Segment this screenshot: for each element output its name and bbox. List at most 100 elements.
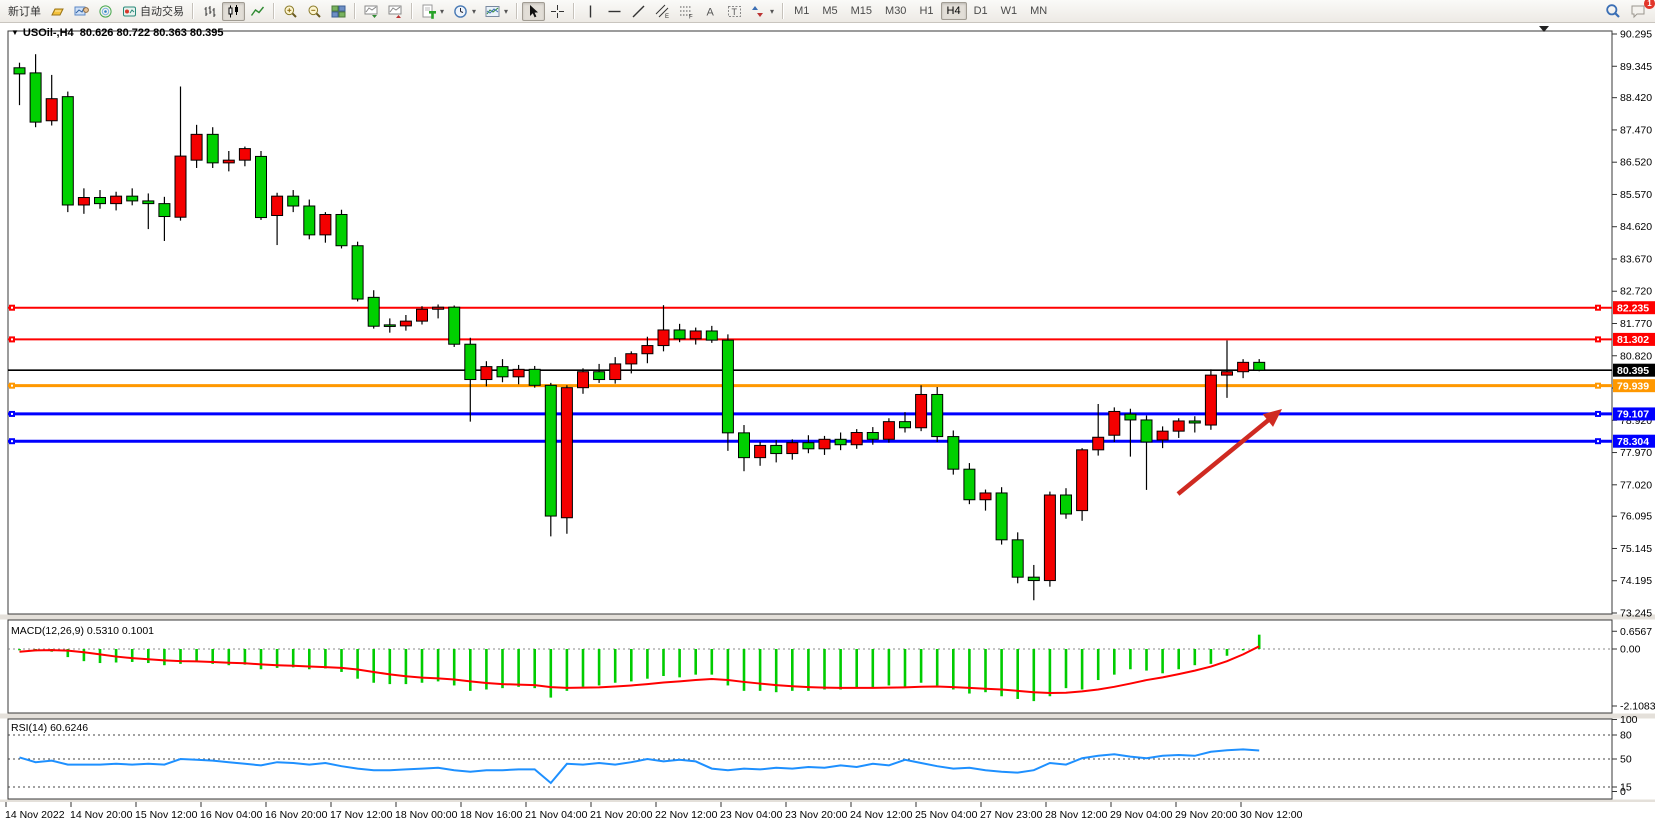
timeframe-M15[interactable]: M15: [850, 5, 873, 17]
svg-text:0.6567: 0.6567: [1620, 626, 1652, 638]
timeframe-H1[interactable]: H1: [919, 5, 934, 17]
svg-text:83.670: 83.670: [1620, 253, 1652, 265]
search-button[interactable]: [1601, 1, 1625, 21]
fibonacci-button[interactable]: F: [675, 2, 698, 21]
equidistant-channel-icon: E: [655, 4, 669, 19]
crosshair-button[interactable]: [546, 2, 569, 21]
tile-windows-icon: [331, 5, 346, 17]
vertical-line-button[interactable]: [579, 2, 602, 21]
svg-text:18 Nov 16:00: 18 Nov 16:00: [460, 809, 523, 821]
timeframe-D1[interactable]: D1: [973, 5, 988, 17]
svg-text:21 Nov 04:00: 21 Nov 04:00: [525, 809, 588, 821]
period-selector-button[interactable]: ▾: [449, 2, 480, 21]
text-icon: A: [707, 6, 715, 18]
data-window-icon: [364, 5, 378, 18]
signals-button[interactable]: [94, 2, 117, 21]
arrow-object[interactable]: [1176, 409, 1282, 496]
notification-badge: 1: [1644, 0, 1655, 9]
timeframe-M1[interactable]: M1: [794, 5, 810, 17]
timeframe-M30[interactable]: M30: [885, 5, 907, 17]
svg-text:0: 0: [1620, 786, 1626, 798]
line-chart-icon: [250, 6, 265, 16]
separator: [192, 3, 194, 19]
separator: [273, 3, 275, 19]
svg-text:15 Nov 12:00: 15 Nov 12:00: [135, 809, 198, 821]
market-watch-button[interactable]: [46, 2, 69, 21]
fibonacci-icon: F: [680, 6, 693, 19]
arrows-icon: [752, 5, 764, 17]
svg-text:21 Nov 20:00: 21 Nov 20:00: [590, 809, 653, 821]
new-order-button[interactable]: 新订单: [4, 1, 45, 21]
bar-chart-icon: [204, 5, 216, 17]
svg-text:18 Nov 00:00: 18 Nov 00:00: [395, 809, 458, 821]
candle-chart-button[interactable]: [222, 1, 245, 21]
timeframe-W1[interactable]: W1: [1000, 5, 1018, 17]
svg-text:25 Nov 04:00: 25 Nov 04:00: [915, 809, 978, 821]
add-indicator-icon: [422, 4, 436, 19]
line-chart-button[interactable]: [246, 2, 269, 21]
svg-text:88.420: 88.420: [1620, 92, 1652, 104]
svg-text:28 Nov 12:00: 28 Nov 12:00: [1045, 809, 1108, 821]
cursor-button[interactable]: [522, 1, 546, 21]
svg-text:77.020: 77.020: [1620, 479, 1652, 491]
cursor-icon: [530, 4, 539, 17]
dropdown-arrow-icon: ▾: [440, 6, 445, 16]
tile-windows-button[interactable]: [327, 2, 350, 21]
zoom-in-button[interactable]: [279, 2, 302, 21]
timeframe-M5[interactable]: M5: [822, 5, 838, 17]
navigator-icon: [74, 6, 89, 15]
clock-icon: [454, 4, 467, 18]
gold-ingot-icon: [51, 8, 64, 15]
chart-shift-marker: [1539, 26, 1549, 32]
template-button[interactable]: ▾: [481, 2, 512, 21]
svg-text:16 Nov 04:00: 16 Nov 04:00: [200, 809, 263, 821]
signal-radar-icon: [99, 4, 112, 18]
separator: [516, 3, 519, 19]
data-window-button[interactable]: [360, 2, 383, 21]
price-axis: 90.295 89.345 88.420 87.470 86.520 85.570 84.6…: [1612, 29, 1655, 620]
svg-text:86.520: 86.520: [1620, 157, 1652, 169]
svg-text:74.195: 74.195: [1620, 575, 1652, 587]
notifications-button[interactable]: 1: [1626, 0, 1655, 21]
strategy-tester-icon: [388, 5, 402, 18]
svg-text:0.00: 0.00: [1620, 644, 1641, 656]
trend-line-button[interactable]: [627, 2, 650, 21]
svg-text:85.570: 85.570: [1620, 189, 1652, 201]
chart-window: 90.295 89.345 88.420 87.470 86.520 85.570 84.6…: [0, 23, 1655, 822]
dropdown-arrow-icon: ▾: [770, 6, 775, 16]
dropdown-arrow-icon: ▾: [472, 6, 477, 16]
svg-text:17 Nov 12:00: 17 Nov 12:00: [330, 809, 393, 821]
candlesticks-layer: [13, 54, 1266, 601]
equidistant-channel-button[interactable]: E: [651, 2, 674, 21]
svg-text:14 Nov 20:00: 14 Nov 20:00: [70, 809, 133, 821]
navigator-button[interactable]: [70, 2, 93, 21]
strategy-tester-button[interactable]: [384, 2, 407, 21]
vertical-line-icon: [589, 5, 592, 17]
auto-trading-icon: [123, 6, 136, 16]
chart-canvas[interactable]: 90.295 89.345 88.420 87.470 86.520 85.570 84.6…: [0, 23, 1655, 822]
svg-text:78.304: 78.304: [1617, 436, 1649, 448]
auto-trading-button[interactable]: 自动交易: [118, 1, 188, 21]
svg-text:24 Nov 12:00: 24 Nov 12:00: [850, 809, 913, 821]
svg-text:15: 15: [1620, 782, 1632, 794]
template-icon: [485, 5, 500, 17]
separator: [411, 3, 413, 19]
horizontal-line-button[interactable]: [603, 2, 626, 21]
search-icon: [1606, 4, 1620, 18]
svg-text:87.470: 87.470: [1620, 124, 1652, 136]
horizontal-line-objects[interactable]: [8, 304, 1612, 445]
text-button[interactable]: A: [699, 2, 722, 21]
zoom-in-icon: [284, 5, 297, 18]
add-indicator-button[interactable]: ▾: [417, 2, 448, 21]
svg-text:27 Nov 23:00: 27 Nov 23:00: [980, 809, 1043, 821]
crosshair-icon: [551, 4, 565, 18]
text-label-button[interactable]: T: [723, 2, 746, 21]
svg-text:76.095: 76.095: [1620, 511, 1652, 523]
bar-chart-button[interactable]: [198, 2, 221, 21]
arrows-button[interactable]: ▾: [747, 2, 778, 21]
timeframe-MN[interactable]: MN: [1030, 5, 1048, 17]
zoom-out-button[interactable]: [303, 2, 326, 21]
svg-text:82.235: 82.235: [1617, 303, 1649, 315]
separator: [573, 3, 576, 19]
timeframe-H4[interactable]: H4: [940, 2, 967, 20]
